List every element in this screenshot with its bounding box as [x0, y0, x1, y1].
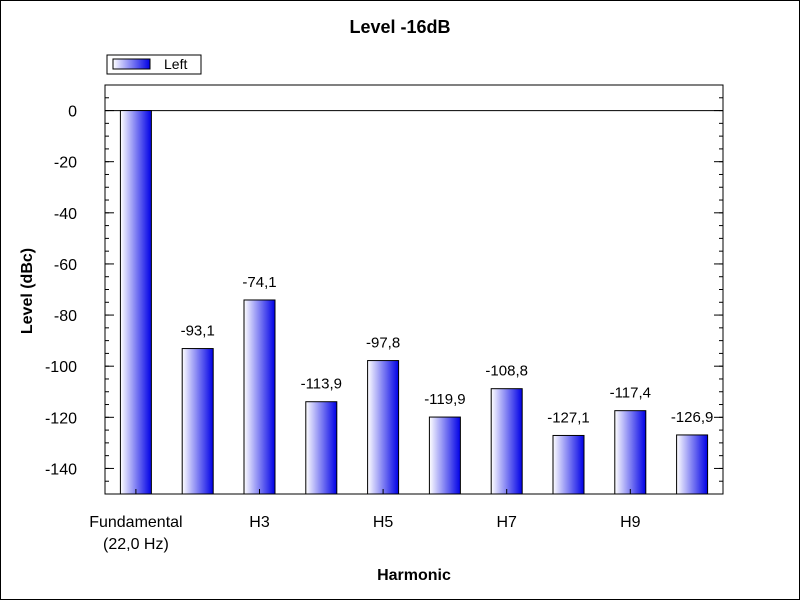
- bar-value-label: -113,9: [301, 376, 342, 393]
- legend-swatch: [112, 58, 151, 70]
- y-tick-label: -80: [54, 308, 77, 325]
- x-tick-label: H9: [620, 514, 641, 531]
- bar: [552, 434, 585, 495]
- bar-value-label: -126,9: [671, 409, 714, 426]
- plot-area: 0 -20 -40 -60 -80 -100 -120 -140 -93,1 -74,1 -113,…: [45, 84, 724, 553]
- x-tick-label: H7: [496, 514, 517, 531]
- bar: [367, 360, 400, 495]
- legend: Left: [106, 54, 202, 75]
- x-tick-label: H5: [373, 514, 394, 531]
- bar-value-label: -117,4: [610, 385, 651, 402]
- bar-value-label: -127,1: [547, 409, 590, 426]
- y-tick-label: -20: [54, 155, 77, 172]
- bar: [243, 299, 276, 495]
- bar: [428, 416, 461, 495]
- x-axis-label: Harmonic: [377, 567, 451, 584]
- bar: [119, 110, 152, 495]
- legend-label: Left: [164, 56, 187, 72]
- y-tick-label: -40: [54, 206, 77, 223]
- y-tick-label: 0: [68, 104, 77, 121]
- bar: [676, 434, 709, 495]
- bar-value-label: -108,8: [485, 363, 528, 380]
- x-tick-label: H3: [249, 514, 270, 531]
- y-tick-label: -100: [45, 359, 77, 376]
- chart-title: Level -16dB: [349, 17, 450, 37]
- bar: [305, 401, 338, 495]
- bar-value-label: -74,1: [242, 274, 276, 291]
- y-tick-label: -120: [45, 410, 77, 427]
- x-tick-label: (22,0 Hz): [103, 536, 169, 553]
- bar: [614, 410, 647, 495]
- y-tick-label: -140: [45, 461, 77, 478]
- bar-value-label: -93,1: [181, 323, 215, 340]
- x-tick-label: Fundamental: [89, 514, 182, 531]
- bar-value-label: -119,9: [424, 391, 465, 408]
- bar: [490, 388, 523, 495]
- y-tick-label: -60: [54, 257, 77, 274]
- bar: [181, 348, 214, 495]
- bar-value-label: -97,8: [366, 335, 400, 352]
- y-axis-label: Level (dBc): [19, 248, 36, 334]
